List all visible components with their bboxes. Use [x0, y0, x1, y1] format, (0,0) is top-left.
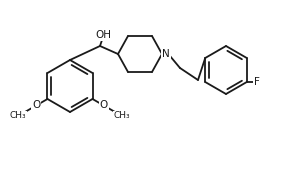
- Text: CH₃: CH₃: [114, 111, 130, 120]
- Text: CH₃: CH₃: [10, 111, 26, 120]
- Text: F: F: [254, 77, 260, 87]
- Text: O: O: [100, 100, 108, 111]
- Text: N: N: [162, 49, 170, 59]
- Text: OH: OH: [95, 30, 111, 40]
- Text: O: O: [32, 100, 40, 111]
